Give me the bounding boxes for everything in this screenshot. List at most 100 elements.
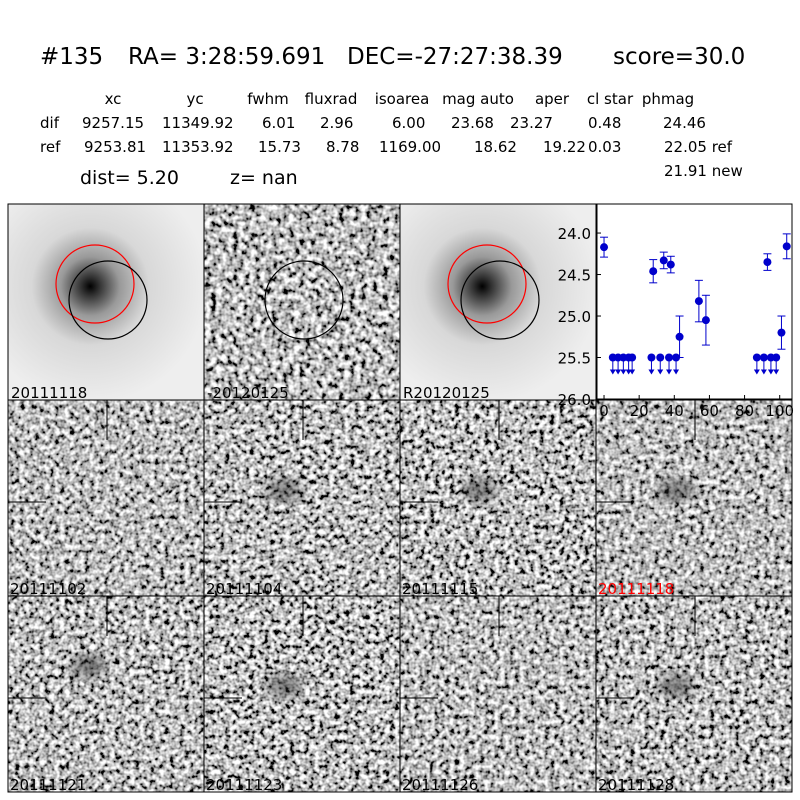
stamp-image bbox=[8, 204, 204, 400]
x-tick-label: 100 bbox=[765, 402, 794, 420]
x-tick-label: 80 bbox=[735, 402, 754, 420]
plot-background bbox=[596, 203, 793, 400]
panels: 20111118 -20120125 R20120125 20111102 201111… bbox=[7, 203, 793, 794]
column-header: fwhm bbox=[247, 90, 288, 108]
point bbox=[656, 353, 665, 362]
aperture-red bbox=[55, 244, 135, 324]
table-cell: 8.78 bbox=[326, 138, 359, 156]
stamp-image bbox=[596, 400, 792, 596]
stamp-label: 20111118 bbox=[598, 580, 674, 598]
header-text: #135 RA= 3:28:59.691 DEC=-27:27:38.39 score… bbox=[40, 44, 745, 189]
column-header: aper bbox=[535, 90, 570, 108]
stamp-image bbox=[204, 596, 400, 792]
arrow-head bbox=[620, 369, 627, 375]
source bbox=[266, 478, 302, 502]
stamp: 20111126 bbox=[399, 595, 597, 794]
arrow-head bbox=[760, 369, 767, 375]
point bbox=[647, 353, 656, 362]
table-cell: 24.46 bbox=[663, 114, 706, 132]
point bbox=[763, 258, 772, 267]
point bbox=[600, 243, 609, 252]
row-name: dif bbox=[40, 114, 60, 132]
column-header: yc bbox=[186, 90, 203, 108]
column-header: isoarea bbox=[375, 90, 430, 108]
stamp: 20111118 bbox=[595, 399, 793, 598]
arrow-head bbox=[673, 369, 680, 375]
stamp-label: 20111126 bbox=[402, 776, 478, 794]
y-tick-label: 25.5 bbox=[558, 350, 591, 368]
point bbox=[772, 353, 781, 362]
arrow-head bbox=[657, 369, 664, 375]
source bbox=[266, 674, 302, 698]
point bbox=[659, 256, 668, 265]
y-tick-label: 24.0 bbox=[558, 225, 591, 243]
stamp-label: 20111104 bbox=[206, 580, 282, 598]
table-cell: 18.62 bbox=[474, 138, 517, 156]
point bbox=[649, 267, 658, 276]
row-name: ref bbox=[40, 138, 61, 156]
point bbox=[694, 297, 703, 306]
table-cell: 19.22 bbox=[543, 138, 586, 156]
source bbox=[658, 478, 694, 502]
stamp-label: 20111118 bbox=[11, 384, 87, 402]
table-cell: 0.48 bbox=[588, 114, 621, 132]
stamp-image bbox=[8, 400, 204, 596]
table-cell: 11349.92 bbox=[162, 114, 234, 132]
stamp-label: 20111123 bbox=[206, 776, 282, 794]
stamp-label: 20111121 bbox=[10, 776, 86, 794]
stamp-image bbox=[400, 204, 596, 400]
y-tick-label: 25.0 bbox=[558, 308, 591, 326]
title-text: #135 bbox=[40, 44, 103, 70]
table-cell: 6.01 bbox=[262, 114, 295, 132]
arrow-head bbox=[753, 369, 760, 375]
point bbox=[675, 332, 684, 341]
column-header: xc bbox=[105, 90, 122, 108]
redshift: z= nan bbox=[230, 167, 298, 189]
aperture-black bbox=[264, 260, 344, 340]
arrow-head bbox=[629, 369, 636, 375]
stamp: 20111104 bbox=[203, 399, 401, 598]
aperture-black bbox=[460, 260, 540, 340]
table-cell: 1169.00 bbox=[379, 138, 441, 156]
column-header: phmag bbox=[642, 90, 694, 108]
arrow-head bbox=[615, 369, 622, 375]
table-cell: 9253.81 bbox=[84, 138, 146, 156]
table-cell: 0.03 bbox=[588, 138, 621, 156]
stamp-border bbox=[595, 595, 793, 793]
stamp-label: -20120125 bbox=[207, 384, 289, 402]
source bbox=[658, 674, 694, 698]
table-cell: 11353.92 bbox=[162, 138, 234, 156]
x-tick-label: 40 bbox=[665, 402, 684, 420]
stamp-label: 20111115 bbox=[402, 580, 478, 598]
table-cell: 9257.15 bbox=[82, 114, 144, 132]
aperture-black bbox=[68, 260, 148, 340]
point bbox=[701, 316, 710, 325]
column-header: fluxrad bbox=[305, 90, 358, 108]
source bbox=[462, 478, 498, 502]
stamp: -20120125 bbox=[203, 203, 401, 402]
point bbox=[628, 353, 637, 362]
column-header: mag auto bbox=[442, 90, 514, 108]
point bbox=[666, 260, 675, 269]
stamp: 20111121 bbox=[7, 595, 205, 794]
stamp: 20111118 bbox=[7, 203, 205, 402]
table-cell: 15.73 bbox=[258, 138, 301, 156]
column-header: cl star bbox=[587, 90, 634, 108]
point bbox=[777, 328, 786, 337]
dist: dist= 5.20 bbox=[80, 167, 179, 189]
point bbox=[782, 242, 791, 251]
table-cell: 22.05 ref bbox=[664, 138, 733, 156]
stamp-image bbox=[596, 596, 792, 792]
title-text: score=30.0 bbox=[613, 44, 745, 70]
stamp: 20111115 bbox=[399, 399, 597, 598]
point bbox=[752, 353, 761, 362]
title-text: DEC=-27:27:38.39 bbox=[347, 44, 563, 70]
y-tick-label: 24.5 bbox=[558, 267, 591, 285]
x-tick-label: 0 bbox=[599, 402, 609, 420]
stamp-label: 20111128 bbox=[598, 776, 674, 794]
title-text: RA= 3:28:59.691 bbox=[128, 44, 325, 70]
source bbox=[70, 654, 106, 678]
table-extra: 21.91 new bbox=[664, 162, 743, 180]
stamp-image bbox=[400, 400, 596, 596]
